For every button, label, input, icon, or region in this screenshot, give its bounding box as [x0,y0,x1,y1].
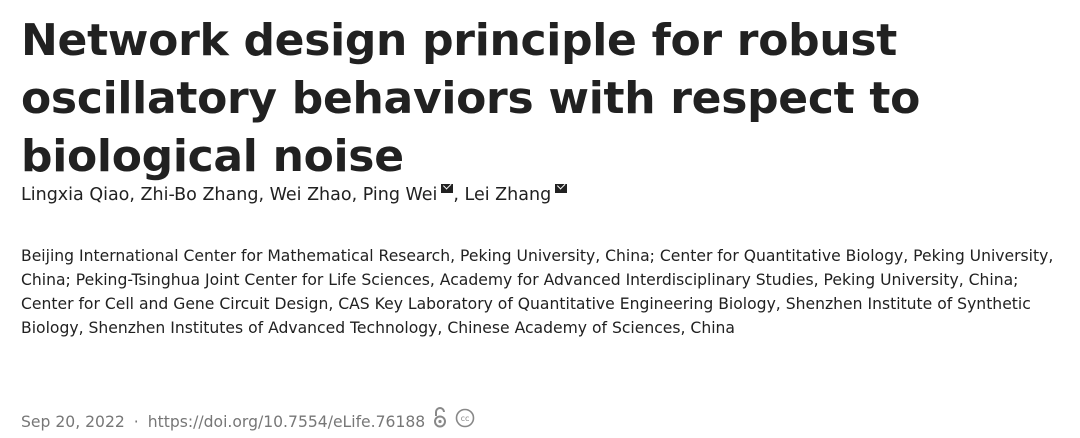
separator: · [133,413,139,431]
email-icon[interactable] [441,184,454,193]
author[interactable]: Ping Wei [362,185,438,205]
separator: , [129,185,141,205]
svg-text:cc: cc [461,414,470,423]
publish-date: Sep 20, 2022 [21,413,125,431]
author[interactable]: Zhi-Bo Zhang [140,185,259,205]
author[interactable]: Lingxia Qiao [21,185,130,205]
doi-link[interactable]: https://doi.org/10.7554/eLife.76188 [147,413,426,431]
creative-commons-icon[interactable]: cc [455,408,475,436]
author[interactable]: , Lei Zhang [453,185,552,205]
author-list: Lingxia Qiao, Zhi-Bo Zhang, Wei Zhao, Pi… [21,182,568,208]
separator: , [351,185,363,205]
separator: , [258,185,270,205]
author[interactable]: Wei Zhao [269,185,352,205]
open-access-icon[interactable] [433,407,447,437]
email-icon[interactable] [555,184,568,193]
affiliations: Beijing International Center for Mathema… [21,247,1054,337]
article-title: Network design principle for robust osci… [21,15,921,182]
article-meta: Sep 20, 2022 · https://doi.org/10.7554/e… [21,407,475,437]
